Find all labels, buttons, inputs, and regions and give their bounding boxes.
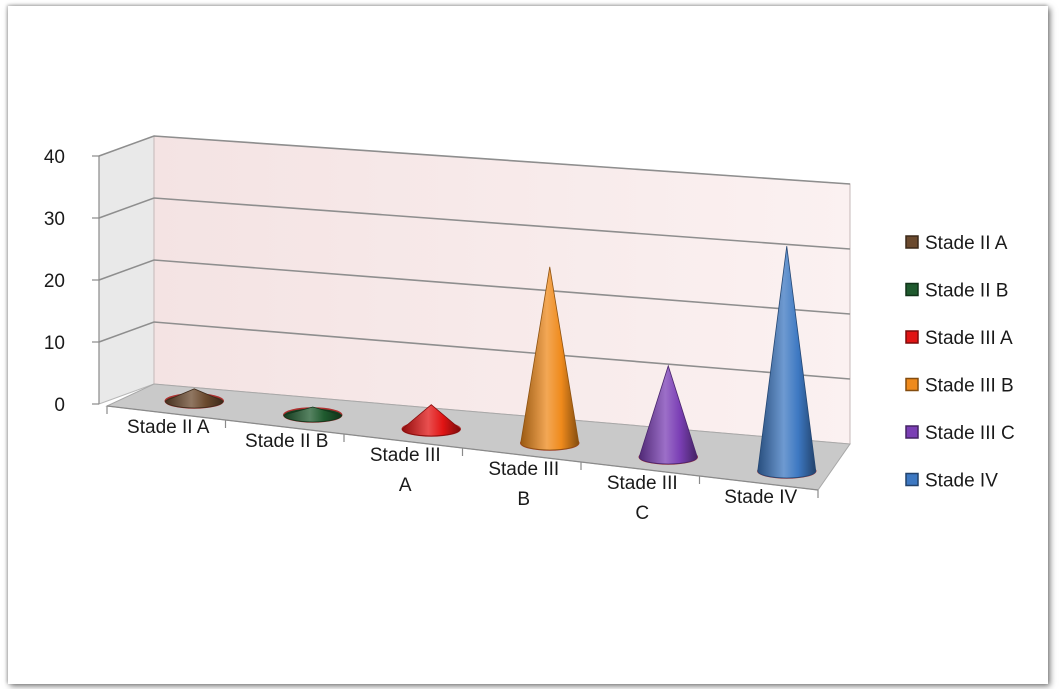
legend-swatch	[905, 282, 919, 297]
cone-series	[164, 246, 817, 479]
legend-label: Stade III B	[925, 376, 1014, 397]
cone-stade-ii-a	[164, 388, 224, 409]
x-tick-label: Stade III	[488, 459, 559, 480]
x-tick-label: A	[399, 475, 412, 496]
legend-swatch	[905, 377, 919, 392]
cone-stade-iii-a	[401, 404, 461, 437]
y-tick-label: 30	[44, 209, 65, 230]
chart-frame: 0 10 20 30 40 Stade II A Stade II B Stade III A S…	[8, 6, 1048, 684]
x-tick-label: Stade III	[607, 473, 678, 494]
x-tick-label: Stade II B	[245, 431, 328, 452]
x-tick-label: Stade IV	[724, 487, 797, 508]
cone-stade-iii-c	[638, 364, 698, 465]
legend-swatch	[905, 235, 919, 249]
legend-swatch	[905, 330, 919, 344]
legend: Stade II A Stade II B Stade III A Stade III…	[905, 233, 1015, 492]
x-tick-label: Stade II A	[127, 417, 210, 438]
y-tick-label: 40	[44, 147, 65, 168]
x-tick-label: B	[517, 489, 530, 510]
legend-label: Stade II B	[925, 281, 1008, 302]
legend-swatch	[905, 425, 919, 439]
legend-label: Stade III A	[925, 328, 1013, 349]
y-tick-label: 20	[44, 271, 65, 292]
gridline	[98, 321, 851, 380]
x-tick-label: Stade III	[370, 445, 441, 466]
cone-stade-iv	[757, 246, 817, 479]
gridlines	[98, 135, 851, 380]
legend-swatch	[905, 472, 919, 487]
y-tick-label: 0	[54, 395, 65, 416]
cone-stade-ii-b	[283, 406, 343, 423]
chart-walls	[98, 135, 851, 491]
y-tick-label: 10	[44, 333, 65, 354]
legend-label: Stade IV	[925, 471, 998, 492]
gridline	[98, 135, 851, 185]
gridline	[98, 259, 851, 315]
x-tick-label: C	[635, 503, 649, 524]
cone-stade-iii-b	[520, 266, 580, 451]
legend-label: Stade III C	[925, 423, 1015, 444]
gridline	[98, 197, 851, 250]
legend-label: Stade II A	[925, 233, 1008, 254]
